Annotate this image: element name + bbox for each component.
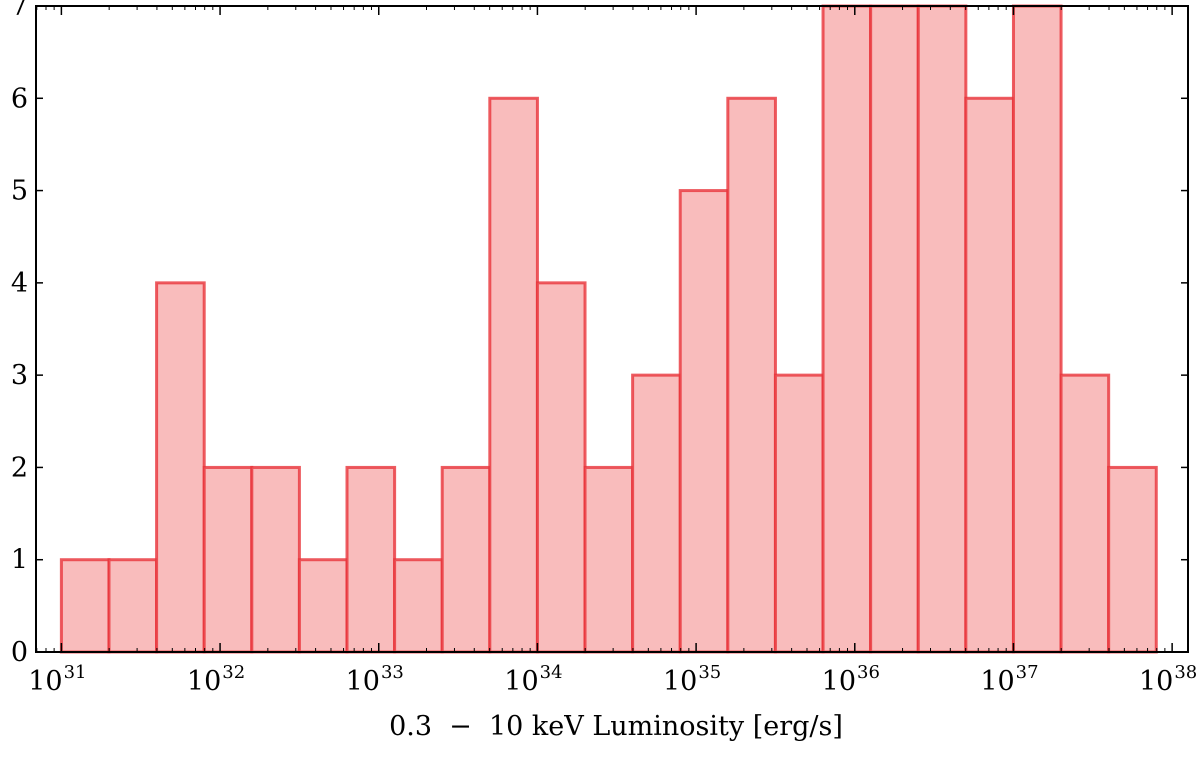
histogram-bar xyxy=(631,373,682,654)
x-tick-label: 1036 xyxy=(822,662,880,697)
plot-frame xyxy=(35,5,1189,653)
x-tick-label: 1032 xyxy=(187,662,245,697)
histogram-bar xyxy=(535,281,587,654)
histogram-bar xyxy=(297,558,349,654)
y-tick-label: 3 xyxy=(11,360,28,391)
x-tick-label: 1033 xyxy=(346,662,404,697)
histogram-bar xyxy=(1011,4,1063,654)
histogram-bar xyxy=(964,96,1015,654)
histogram-bar xyxy=(726,96,777,654)
histogram-bar xyxy=(821,4,873,654)
y-tick-label: 4 xyxy=(11,268,28,299)
x-axis-label: 0.3 − 10 keV Luminosity [erg/s] xyxy=(389,711,843,742)
histogram-bar xyxy=(155,281,206,654)
x-axis: 1031 1032 1033 1034 1035 1036 1037 1038 xyxy=(28,6,1197,697)
histogram-bar xyxy=(202,465,254,654)
histogram-bar xyxy=(869,4,920,654)
histogram-bar xyxy=(59,558,111,654)
x-tick-label: 1037 xyxy=(980,662,1038,697)
histogram-bar xyxy=(440,465,492,654)
y-tick-label: 2 xyxy=(11,452,28,483)
histogram-bar xyxy=(916,4,968,654)
y-tick-label: 6 xyxy=(11,83,28,114)
histogram-bar xyxy=(773,373,825,654)
histogram-bar xyxy=(345,465,397,654)
histogram-bar xyxy=(1107,465,1158,654)
x-tick-label: 1038 xyxy=(1139,662,1197,697)
y-tick-label: 0 xyxy=(11,637,28,668)
y-tick-label: 5 xyxy=(11,176,28,207)
histogram-bar xyxy=(107,558,159,654)
histogram-bar xyxy=(1059,373,1111,654)
histogram-bar xyxy=(393,558,444,654)
histogram-bar xyxy=(678,189,730,654)
x-tick-label: 1034 xyxy=(504,662,562,697)
y-axis: 0 1 2 3 4 5 6 7 xyxy=(11,0,1188,668)
histogram-bar xyxy=(583,465,635,654)
x-tick-label: 1035 xyxy=(663,662,721,697)
x-tick-label: 1031 xyxy=(28,662,86,697)
histogram-bar xyxy=(488,96,539,654)
y-tick-label: 7 xyxy=(11,0,28,22)
bars-group xyxy=(59,4,1158,654)
y-tick-label: 1 xyxy=(11,545,28,576)
histogram-bar xyxy=(250,465,301,654)
